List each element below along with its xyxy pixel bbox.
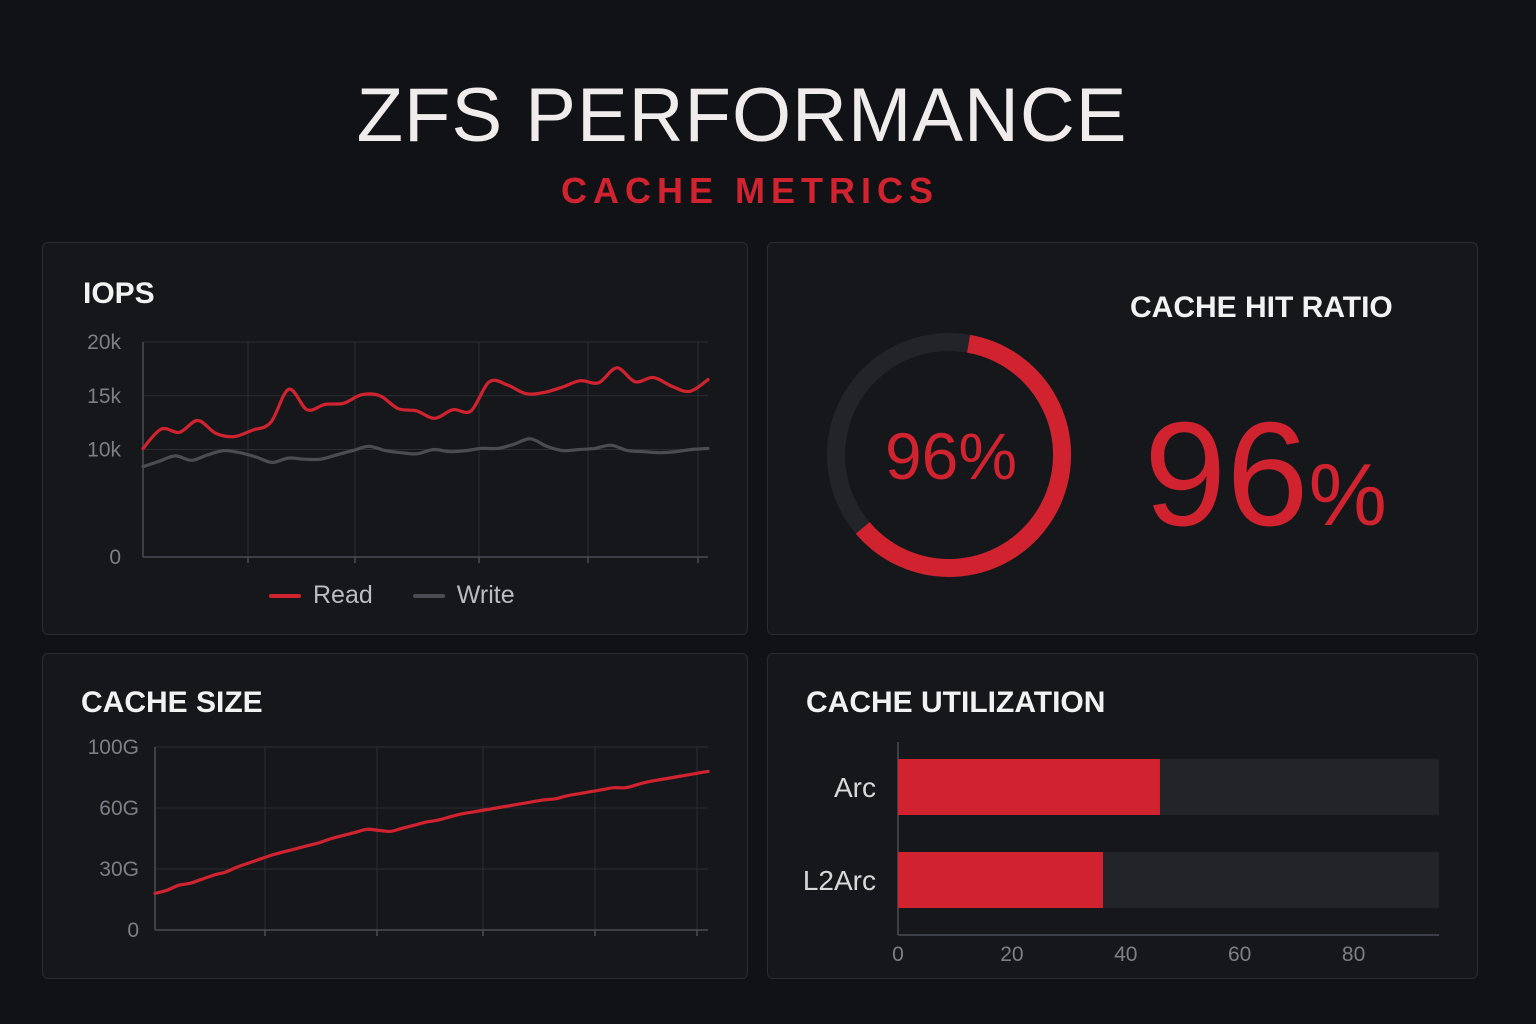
legend-read-label: Read: [313, 581, 373, 609]
y-tick-label: 100G: [88, 736, 139, 759]
iops-panel: IOPS 0 10k 15k 20k Read Write: [42, 242, 748, 635]
x-tick-label: 80: [1342, 943, 1365, 966]
write-series-line: [141, 437, 710, 469]
big-hit-ratio: 96%: [1144, 401, 1387, 549]
iops-legend: Read Write: [269, 581, 515, 610]
page-title: ZFS PERFORMANCE: [356, 73, 1128, 158]
y-tick-label: 10k: [87, 439, 121, 462]
legend-write-swatch: [412, 593, 445, 598]
iops-chart: 0 10k 15k 20k: [87, 331, 710, 569]
big-hit-number: 96: [1144, 392, 1309, 557]
big-hit-unit: %: [1308, 445, 1387, 544]
y-tick-label: 60G: [99, 797, 139, 820]
cache-utilization-title: CACHE UTILIZATION: [806, 686, 1106, 719]
cache-size-panel: CACHE SIZE 0 30G 60G 100G: [42, 653, 748, 979]
cache-utilization-chart: Arc L2Arc 0 20 40 60 80: [803, 742, 1439, 966]
y-tick-label: 30G: [99, 858, 139, 881]
cache-size-chart: 0 30G 60G 100G: [88, 736, 710, 942]
read-series-line: [141, 366, 710, 450]
y-tick-label: 0: [109, 546, 121, 569]
bar-label-arc: Arc: [834, 772, 876, 803]
x-tick-label: 0: [892, 943, 904, 966]
bar-label-l2arc: L2Arc: [803, 865, 876, 896]
ring-value-text: 96%: [885, 419, 1017, 493]
legend-read-swatch: [269, 593, 301, 598]
y-tick-label: 15k: [87, 385, 121, 408]
cache-utilization-panel: CACHE UTILIZATION Arc L2Arc 0 20 40 60 80: [767, 653, 1478, 979]
cache-size-title: CACHE SIZE: [81, 686, 263, 719]
cache-size-series-line: [153, 769, 710, 895]
page-subtitle: CACHE METRICS: [560, 170, 939, 211]
cache-hit-ring: 96%: [827, 333, 1072, 577]
cache-hit-ratio-panel: CACHE HIT RATIO 96% 96%: [767, 242, 1478, 635]
bar-l2arc: [898, 852, 1104, 908]
y-tick-label: 20k: [87, 331, 121, 354]
legend-write-label: Write: [456, 581, 515, 609]
bar-arc: [898, 759, 1160, 815]
cache-hit-ratio-title: CACHE HIT RATIO: [1130, 291, 1393, 324]
iops-title: IOPS: [83, 277, 155, 310]
ring-arc: [855, 334, 1072, 577]
x-tick-label: 40: [1114, 943, 1137, 966]
x-tick-label: 60: [1228, 943, 1251, 966]
y-tick-label: 0: [127, 919, 139, 942]
x-tick-label: 20: [1000, 943, 1023, 966]
